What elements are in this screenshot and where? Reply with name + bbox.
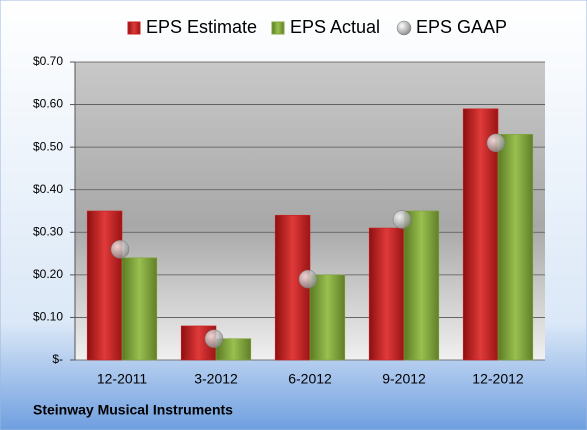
x-tick-label: 12-2011 xyxy=(97,371,148,387)
bar xyxy=(403,210,440,361)
gaap-marker xyxy=(298,269,318,289)
legend-label: EPS Actual xyxy=(290,17,380,37)
bar xyxy=(274,214,311,361)
bar xyxy=(86,210,123,361)
gaap-marker xyxy=(204,329,224,348)
y-tick-label: $0.40 xyxy=(33,182,63,196)
legend-marker xyxy=(271,21,285,35)
legend-marker xyxy=(127,21,141,35)
x-tick-label: 12-2012 xyxy=(472,371,524,387)
bar xyxy=(215,338,252,361)
y-tick-label: $0.30 xyxy=(33,224,63,238)
gaap-marker xyxy=(392,210,412,229)
y-tick-label: $0.10 xyxy=(33,310,63,324)
gaap-marker xyxy=(110,240,130,259)
legend-label: EPS GAAP xyxy=(416,17,507,37)
x-tick-label: 6-2012 xyxy=(288,371,332,387)
y-tick-label: $0.70 xyxy=(33,54,63,68)
gaap-marker xyxy=(486,133,506,153)
bar xyxy=(121,257,158,361)
legend-marker xyxy=(396,20,412,36)
bar xyxy=(309,274,346,361)
x-tick-label: 9-2012 xyxy=(382,371,426,387)
y-tick-label: $0.50 xyxy=(33,139,63,153)
legend-label: EPS Estimate xyxy=(146,17,257,37)
y-tick-label: $0.20 xyxy=(33,267,63,281)
x-tick-label: 3-2012 xyxy=(194,371,238,387)
bar xyxy=(497,134,534,361)
y-tick-label: $- xyxy=(52,352,63,366)
footer: Steinway Musical Instruments xyxy=(33,402,233,418)
y-tick-label: $0.60 xyxy=(33,97,63,111)
bar xyxy=(368,227,405,361)
